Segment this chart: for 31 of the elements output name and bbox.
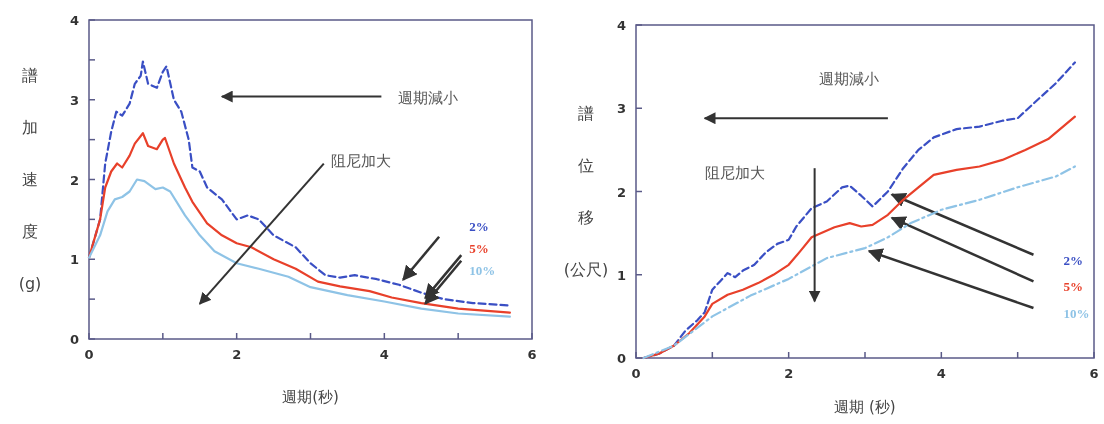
- annotation: 週期減小: [397, 88, 458, 107]
- x-axis-title: 週期(秒): [282, 388, 339, 406]
- text: 2%: [469, 218, 489, 234]
- x-tick-label: 6: [527, 347, 537, 362]
- y-tick-label: 3: [69, 92, 79, 108]
- y-tick-label: 0: [69, 332, 79, 347]
- x-tick-label: 0: [631, 366, 641, 381]
- y-tick-label: 3: [616, 101, 626, 117]
- text: 5%: [469, 240, 489, 256]
- x-tick-label: 2: [232, 347, 242, 362]
- text: 譜位移(公尺): [563, 103, 609, 279]
- annotation: 阻尼加大: [704, 163, 765, 182]
- x-axis-title: 週期 (秒): [834, 398, 896, 416]
- y-tick-label: 2: [69, 172, 79, 188]
- annotation: 阻尼加大: [331, 152, 392, 171]
- x-tick-label: 4: [936, 366, 946, 381]
- y-tick-label: 1: [69, 252, 79, 268]
- text: 10%: [1063, 306, 1090, 322]
- text: 2%: [1063, 252, 1083, 268]
- text: 10%: [469, 263, 496, 279]
- y-tick-label: 2: [616, 184, 626, 200]
- text: 譜加速度(g): [18, 65, 42, 293]
- x-tick-label: 0: [84, 347, 94, 362]
- y-tick-label: 1: [616, 267, 626, 283]
- x-tick-label: 6: [1089, 366, 1099, 381]
- annotation: 週期減小: [819, 70, 880, 89]
- y-tick-label: 4: [616, 18, 626, 33]
- text: 5%: [1063, 279, 1083, 295]
- x-tick-label: 4: [379, 347, 389, 362]
- x-tick-label: 2: [784, 366, 794, 381]
- y-tick-label: 4: [69, 13, 79, 28]
